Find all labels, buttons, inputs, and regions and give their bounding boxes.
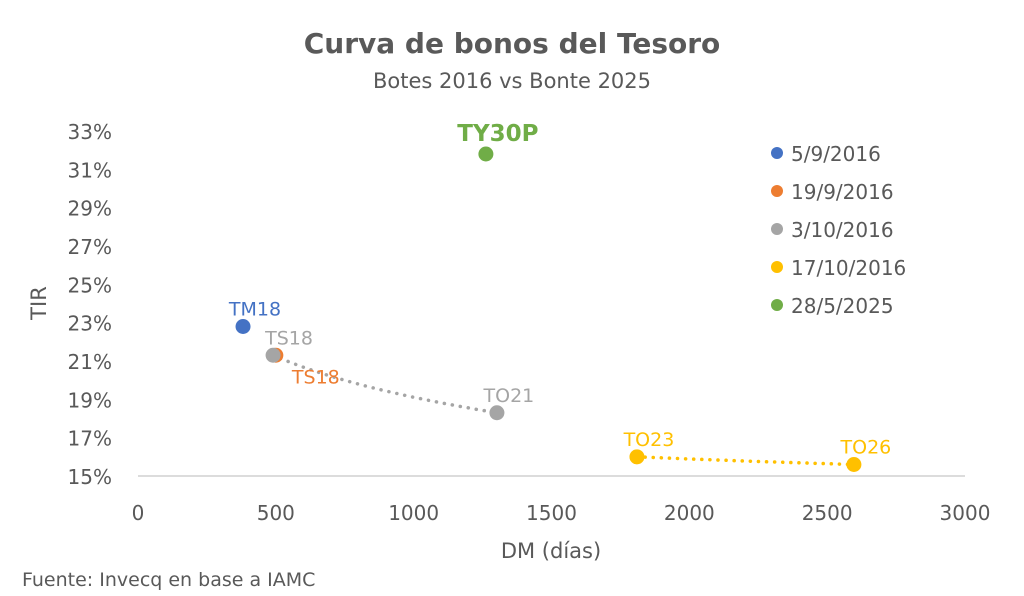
legend-entry: 5/9/2016 <box>791 142 881 166</box>
legend-marker <box>771 185 783 197</box>
legend-marker <box>771 261 783 273</box>
data-point <box>846 457 862 472</box>
legend-entry: 17/10/2016 <box>791 256 906 280</box>
legend-marker <box>771 223 783 235</box>
y-tick-label: 15% <box>68 465 112 489</box>
x-tick-label: 1000 <box>388 501 439 525</box>
data-label: TO26 <box>840 437 892 459</box>
legend-marker <box>771 147 783 159</box>
y-tick-label: 27% <box>68 235 112 259</box>
data-point <box>235 319 251 334</box>
x-tick-label: 0 <box>132 501 145 525</box>
source-note: Fuente: Invecq en base a IAMC <box>22 569 315 591</box>
y-tick-label: 29% <box>68 197 112 221</box>
y-tick-label: 23% <box>68 312 112 336</box>
data-point <box>489 405 505 421</box>
legend-entry: 3/10/2016 <box>791 218 894 242</box>
data-label: TO23 <box>623 429 675 451</box>
legend-entry: 28/5/2025 <box>791 294 894 318</box>
y-tick-label: 17% <box>68 427 112 451</box>
y-tick-label: 21% <box>68 350 112 374</box>
y-tick-label: 33% <box>68 120 112 144</box>
x-tick-label: 2000 <box>664 501 715 525</box>
data-label: TO21 <box>483 385 535 407</box>
x-tick-label: 500 <box>257 501 295 525</box>
data-point <box>629 449 645 465</box>
y-tick-label: 25% <box>68 273 112 297</box>
data-label: TS18 <box>291 366 340 388</box>
data-label: TM18 <box>228 299 281 321</box>
data-point <box>478 146 494 162</box>
x-axis-label: DM (días) <box>501 539 601 563</box>
y-tick-label: 31% <box>68 158 112 182</box>
x-tick-label: 2500 <box>802 501 853 525</box>
legend-marker <box>771 299 783 311</box>
data-label: TS18 <box>264 327 313 349</box>
data-label: TY30P <box>457 121 538 147</box>
legend-entry: 19/9/2016 <box>791 180 894 204</box>
y-axis-label: TIR <box>27 286 51 321</box>
x-tick-label: 1500 <box>526 501 577 525</box>
x-tick-label: 3000 <box>940 501 991 525</box>
data-point <box>265 347 281 363</box>
chart-title: Curva de bonos del Tesoro <box>304 27 721 60</box>
trendline <box>635 455 856 467</box>
chart-subtitle: Botes 2016 vs Bonte 2025 <box>373 69 651 93</box>
y-tick-label: 19% <box>68 388 112 412</box>
trendline <box>271 353 499 415</box>
